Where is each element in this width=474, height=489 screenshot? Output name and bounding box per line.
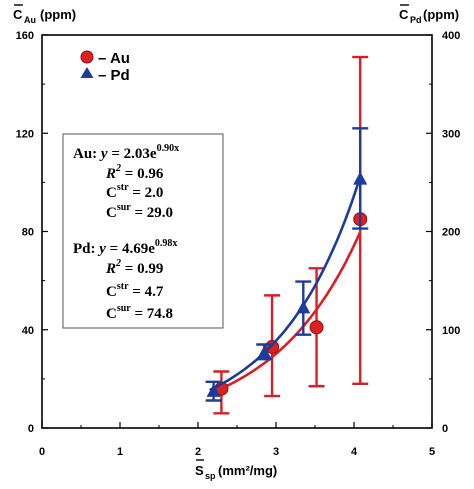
y-left-tick-label: 80 <box>22 227 34 239</box>
x-tick-label: 3 <box>273 446 279 458</box>
legend-pd-label: – Pd <box>98 67 130 84</box>
y-right-title-sub: Pd <box>410 15 422 25</box>
y-left-title-unit: (ppm) <box>40 7 76 22</box>
x-title-unit: (mm²/mg) <box>218 463 277 478</box>
pd-point <box>206 383 221 397</box>
au-csur: Csur = 29.0 <box>106 202 173 221</box>
x-title-main: S <box>195 463 204 478</box>
au-equation: Au: y = 2.03e0.90x <box>73 143 179 162</box>
y-right-axis-title: C Pd (ppm) <box>399 4 459 25</box>
au-r2: R2 = 0.96 <box>105 163 164 182</box>
y-left-tick-label: 0 <box>28 423 34 435</box>
pd-csur: Csur = 74.8 <box>106 303 173 322</box>
y-left-title-sub: Au <box>24 15 36 25</box>
au-point <box>265 339 280 354</box>
pd-cstr: Cstr = 4.7 <box>106 281 164 300</box>
y-right-tick-label: 300 <box>442 128 460 140</box>
y-left-tick-label: 160 <box>16 30 34 42</box>
y-right-title-main: C <box>399 7 409 22</box>
x-tick-label: 1 <box>117 446 123 458</box>
y-right-tick-label: 100 <box>442 325 460 337</box>
au-fit-curve <box>217 231 362 392</box>
legend-pd-marker <box>80 67 94 78</box>
x-tick-label: 2 <box>195 446 201 458</box>
pd-point <box>296 300 311 314</box>
x-tick-label: 0 <box>39 446 45 458</box>
x-title-sub: sp <box>205 471 216 481</box>
au-point <box>309 320 324 335</box>
series-pd <box>205 127 369 402</box>
y-left-axis-ticks: 0 40 80 120 160 <box>16 30 48 435</box>
pd-r2: R2 = 0.99 <box>105 258 163 277</box>
x-axis-title: S sp (mm²/mg) <box>195 459 277 481</box>
x-tick-label: 5 <box>429 446 435 458</box>
y-right-tick-label: 0 <box>442 423 448 435</box>
x-axis-ticks: 0 1 2 3 4 5 <box>39 422 435 458</box>
y-left-axis-title: C Au (ppm) <box>13 4 76 25</box>
legend: – Au – Pd <box>80 50 130 84</box>
pd-fit-curve <box>209 176 362 392</box>
equation-box-frame <box>62 133 224 329</box>
pd-equation: Pd: y = 4.69e0.98x <box>73 238 177 257</box>
equation-box: Au: y = 2.03e0.90x R2 = 0.96 Cstr = 2.0 … <box>62 133 224 329</box>
pd-point <box>257 345 272 359</box>
y-right-title-unit: (ppm) <box>423 7 459 22</box>
y-right-tick-label: 200 <box>442 227 460 239</box>
pd-point <box>353 171 368 185</box>
y-left-title-main: C <box>13 7 23 22</box>
series-au <box>213 55 369 415</box>
y-left-tick-label: 120 <box>16 128 34 140</box>
y-right-tick-label: 400 <box>442 30 460 42</box>
au-cstr: Cstr = 2.0 <box>106 182 163 201</box>
legend-au-label: – Au <box>98 50 130 67</box>
x-tick-label: 4 <box>351 446 358 458</box>
y-right-axis-ticks: 0 100 200 300 400 <box>426 30 460 435</box>
legend-au-marker <box>80 50 94 64</box>
y-left-tick-label: 40 <box>22 325 34 337</box>
